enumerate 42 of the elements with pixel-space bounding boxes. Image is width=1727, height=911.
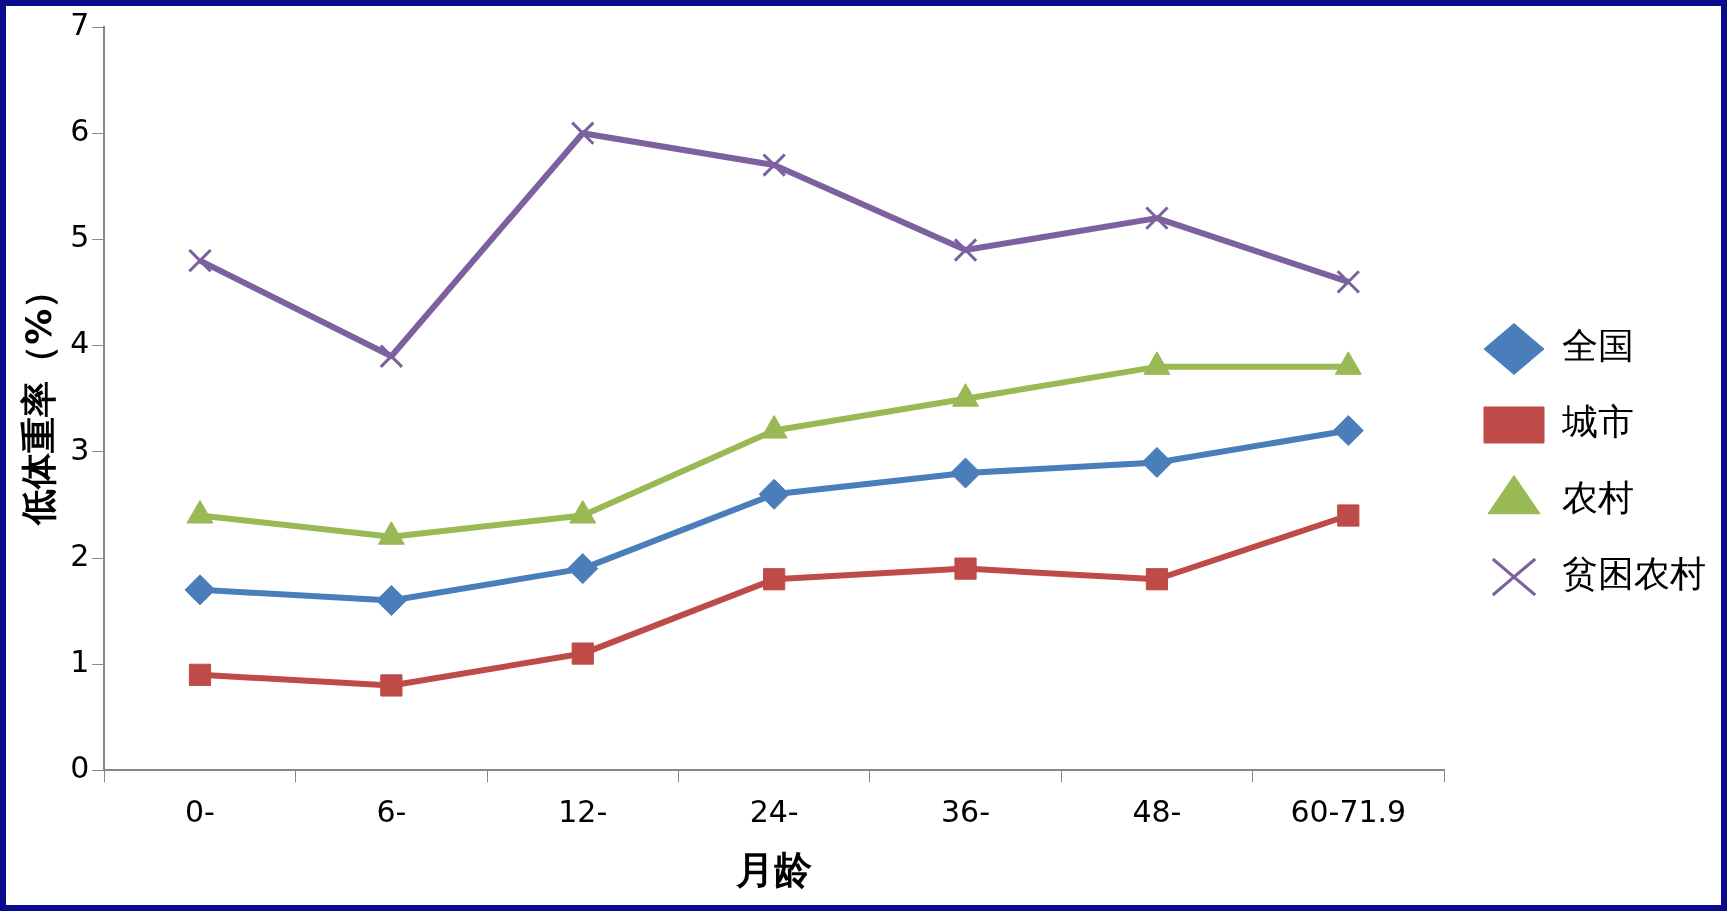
point [571, 642, 594, 665]
point [1145, 568, 1169, 591]
point [570, 121, 595, 146]
point [954, 557, 977, 580]
point [184, 574, 216, 606]
legend-label: 城市 [1561, 401, 1634, 443]
y-tick-label: 2 [70, 537, 90, 573]
y-tick-label: 6 [70, 113, 90, 148]
y-tick-label: 1 [70, 644, 90, 679]
point [762, 152, 787, 178]
y-tick-label: 5 [70, 219, 90, 255]
x-tick-label: 36- [941, 794, 991, 830]
legend-label: 全国 [1562, 325, 1634, 367]
x-tick-label: 48- [1132, 794, 1182, 830]
x-tick-label: 0- [185, 794, 215, 830]
x-tick-label: 60-71.9 [1290, 794, 1407, 830]
y-tick-label: 4 [70, 325, 90, 361]
point [1141, 446, 1173, 478]
y-axis-title: 低体重率（%） [17, 272, 59, 527]
point [1337, 504, 1360, 527]
legend-label: 贫困农村 [1562, 553, 1706, 595]
point [953, 237, 978, 263]
x-tick-label: 6- [376, 794, 407, 830]
point [758, 478, 790, 510]
x-axis-title: 月龄 [735, 848, 813, 893]
point [1336, 269, 1361, 294]
point [950, 457, 982, 489]
point [187, 248, 213, 273]
point [380, 674, 403, 697]
point [1144, 206, 1170, 231]
x-tick-label: 24- [749, 794, 799, 830]
point [188, 663, 212, 686]
point [375, 584, 407, 616]
point [1332, 415, 1364, 447]
legend-label: 农村 [1562, 477, 1634, 519]
x-tick-label: 12- [558, 794, 608, 830]
point [763, 568, 786, 591]
y-tick-label: 7 [70, 6, 90, 42]
y-tick-label: 3 [70, 431, 90, 467]
y-tick-label: 0 [70, 750, 90, 786]
point [379, 344, 404, 369]
point [567, 553, 599, 585]
